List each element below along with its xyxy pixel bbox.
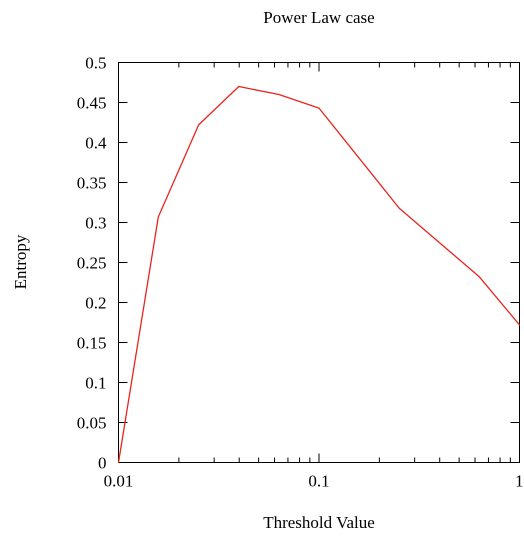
y-tick-label: 0.15 [77, 334, 107, 353]
y-tick-label: 0.25 [77, 254, 107, 273]
y-tick-label: 0.05 [77, 414, 107, 433]
series-line [117, 85, 520, 463]
y-tick-label: 0.2 [85, 294, 106, 313]
data-point [198, 124, 200, 126]
y-tick-label: 0.4 [85, 134, 107, 153]
y-tick-label: 0.1 [85, 374, 106, 393]
y-axis: 0 0.05 0.1 0.15 0.2 0.25 0.3 0.35 0.4 0.45 0.5 [77, 54, 520, 473]
x-tick-label: 1 [515, 472, 524, 491]
x-axis-title: Threshold Value [263, 513, 375, 532]
y-tick-label: 0.35 [77, 174, 107, 193]
chart-title: Power Law case [263, 8, 374, 27]
y-tick-label: 0.5 [85, 54, 106, 73]
data-point [478, 276, 481, 278]
data-point [398, 207, 400, 209]
y-axis-title: Entropy [11, 234, 30, 289]
y-tick-label: 0.3 [85, 214, 106, 233]
y-tick-label: 0.45 [77, 94, 107, 113]
x-axis: 0.01 0.1 1 [104, 62, 524, 491]
data-point [117, 461, 120, 464]
x-tick-label: 0.1 [308, 472, 329, 491]
x-tick-label: 0.01 [104, 472, 134, 491]
data-point [318, 107, 320, 109]
data-point [518, 324, 521, 326]
y-tick-label: 0 [98, 454, 107, 473]
data-point [157, 216, 159, 218]
data-point [278, 93, 280, 96]
series-layer [117, 85, 521, 464]
plot-frame [118, 62, 520, 463]
data-point [238, 85, 240, 88]
